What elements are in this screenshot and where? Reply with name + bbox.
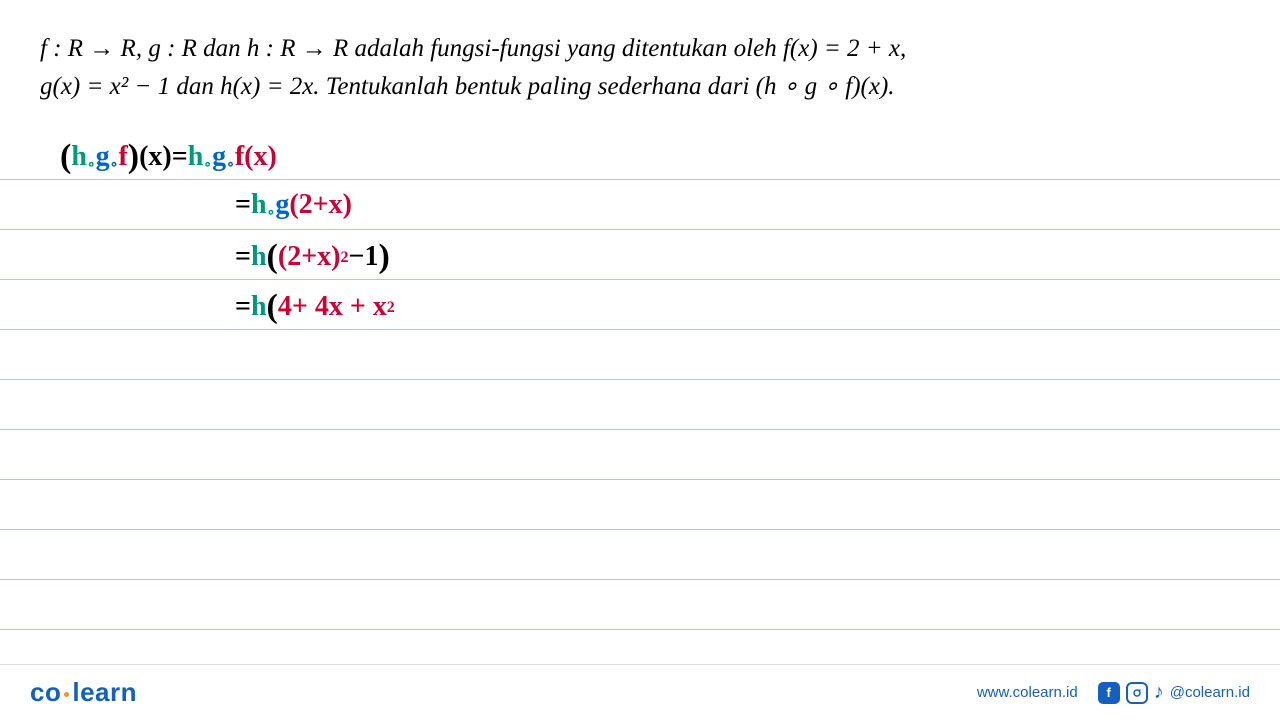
handwriting-segment: (x) bbox=[139, 132, 172, 182]
paper-line bbox=[0, 380, 1280, 430]
problem-line1-a: f : R → R, g : R dan h : R → R adalah fu… bbox=[40, 35, 783, 62]
handwriting-segment: ) bbox=[128, 132, 139, 182]
logo-learn: learn bbox=[72, 677, 137, 707]
handwriting-segment: ∘ bbox=[203, 140, 212, 190]
paper-line bbox=[0, 430, 1280, 480]
handwriting-segment: h bbox=[188, 132, 204, 182]
paper-line bbox=[0, 580, 1280, 630]
problem-line1-fx: f(x) = 2 + x, bbox=[783, 35, 906, 62]
handwriting-segment: f bbox=[118, 132, 127, 182]
logo: colearn bbox=[30, 677, 137, 708]
social-icons: f ♪ @colearn.id bbox=[1098, 681, 1250, 704]
problem-statement: f : R → R, g : R dan h : R → R adalah fu… bbox=[0, 0, 1280, 115]
handwriting-segment: −1 bbox=[348, 232, 378, 282]
handwriting-segment: 2 bbox=[340, 233, 348, 283]
handwriting-segment: ∘ bbox=[267, 188, 276, 238]
handwriting-segment: 2 bbox=[387, 283, 395, 333]
social-handle: @colearn.id bbox=[1170, 684, 1250, 701]
footer: colearn www.colearn.id f ♪ @colearn.id bbox=[0, 664, 1280, 720]
logo-dot bbox=[64, 692, 69, 697]
handwriting-line: = h∘ g (2+x) bbox=[235, 180, 1240, 230]
handwriting-segment: = bbox=[235, 180, 251, 230]
handwriting-line: = h((2+x)2 −1) bbox=[235, 230, 1240, 280]
handwriting-segment: = bbox=[235, 232, 251, 282]
handwriting-segment: h bbox=[71, 132, 87, 182]
handwriting-segment: h bbox=[251, 180, 267, 230]
paper-line bbox=[0, 480, 1280, 530]
tiktok-icon: ♪ bbox=[1154, 681, 1164, 704]
handwriting-segment: (2+x) bbox=[289, 180, 352, 230]
handwriting-segment: ∘ bbox=[87, 140, 96, 190]
logo-co: co bbox=[30, 677, 61, 707]
handwriting-line: = h( 4+ 4x + x2 bbox=[235, 280, 1240, 330]
website-url: www.colearn.id bbox=[977, 684, 1078, 701]
paper-line bbox=[0, 530, 1280, 580]
handwriting-segment: ) bbox=[378, 232, 389, 282]
handwriting-segment: = bbox=[172, 132, 188, 182]
handwriting-segment: ( bbox=[267, 232, 278, 282]
footer-right: www.colearn.id f ♪ @colearn.id bbox=[977, 681, 1250, 704]
handwriting-line: (h∘ g∘ f) (x) = h∘ g∘ f(x) bbox=[60, 130, 1240, 180]
handwriting-segment: h bbox=[251, 232, 267, 282]
handwriting-segment: g bbox=[96, 132, 110, 182]
handwriting-segment: f(x) bbox=[235, 132, 277, 182]
handwriting-segment: ∘ bbox=[110, 140, 119, 190]
handwriting-segment: h bbox=[251, 282, 267, 332]
handwriting: (h∘ g∘ f) (x) = h∘ g∘ f(x)= h∘ g (2+x)= … bbox=[40, 130, 1240, 330]
work-area: (h∘ g∘ f) (x) = h∘ g∘ f(x)= h∘ g (2+x)= … bbox=[0, 130, 1280, 330]
handwriting-segment: ( bbox=[60, 132, 71, 182]
handwriting-segment: (2+x) bbox=[278, 232, 341, 282]
handwriting-segment: ( bbox=[267, 282, 278, 332]
handwriting-segment: = bbox=[235, 282, 251, 332]
handwriting-segment: g bbox=[212, 132, 226, 182]
handwriting-segment: ∘ bbox=[226, 140, 235, 190]
facebook-icon: f bbox=[1098, 682, 1120, 704]
instagram-icon bbox=[1126, 682, 1148, 704]
problem-line2: g(x) = x² − 1 dan h(x) = 2x. Tentukanlah… bbox=[40, 73, 895, 100]
handwriting-segment: 4+ 4x + x bbox=[278, 282, 387, 332]
handwriting-segment: g bbox=[275, 180, 289, 230]
paper-line bbox=[0, 330, 1280, 380]
